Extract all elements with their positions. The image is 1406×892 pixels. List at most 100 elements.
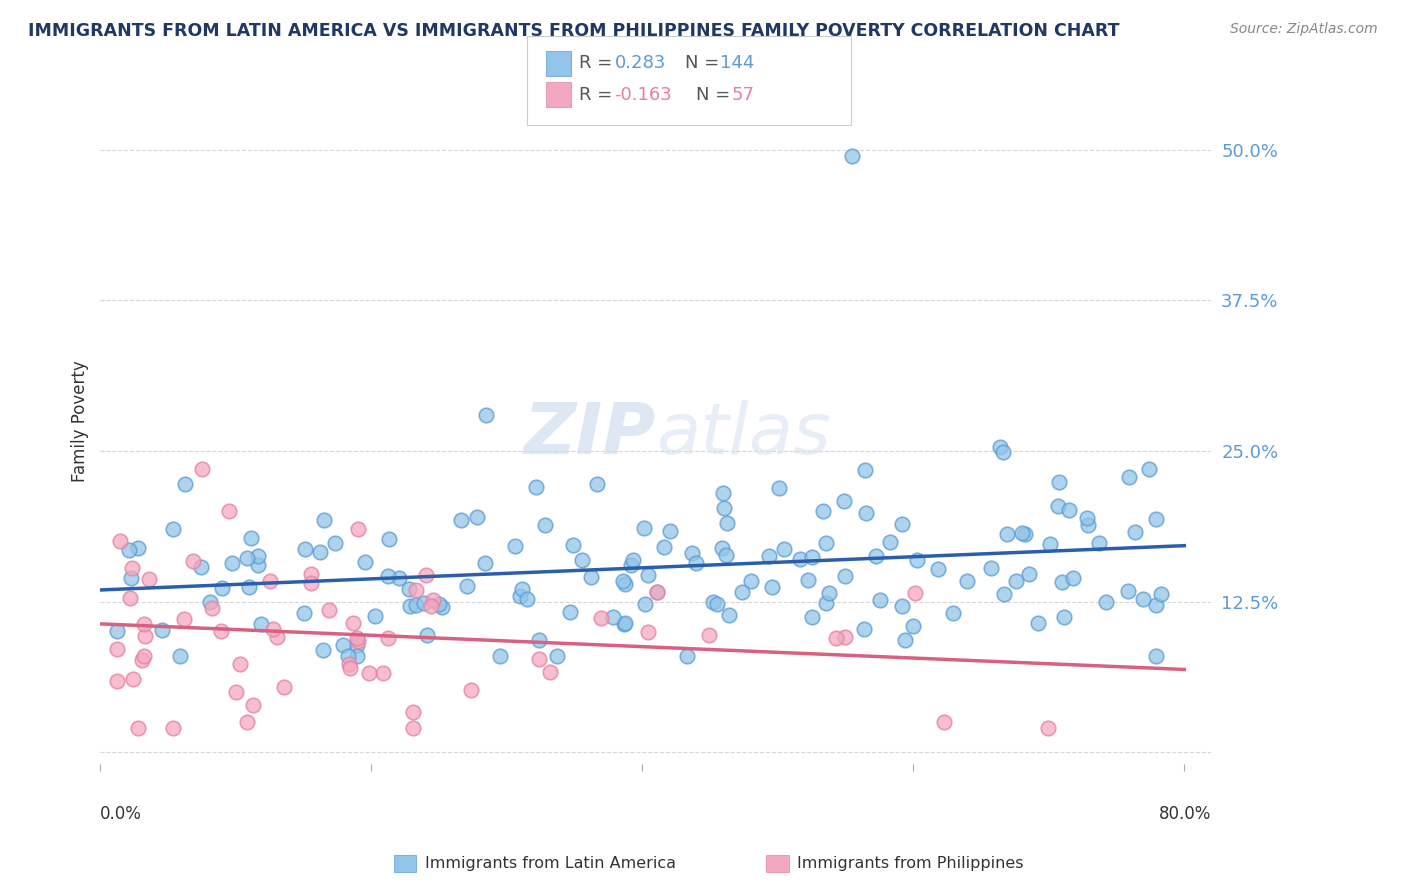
- Point: [980, 561, 1002, 575]
- Point: [1123, 525, 1146, 540]
- Point: [312, 513, 335, 527]
- Point: [1118, 470, 1140, 484]
- Point: [852, 622, 875, 636]
- Point: [405, 598, 427, 612]
- Point: [377, 532, 399, 546]
- Point: [229, 657, 252, 671]
- Point: [474, 556, 496, 570]
- Point: [768, 481, 790, 495]
- Point: [991, 445, 1014, 459]
- Point: [273, 680, 295, 694]
- Point: [456, 579, 478, 593]
- Point: [797, 574, 820, 588]
- Point: [1005, 574, 1028, 588]
- Point: [534, 518, 557, 533]
- Point: [339, 661, 361, 675]
- Point: [294, 607, 316, 621]
- Text: Immigrants from Latin America: Immigrants from Latin America: [425, 856, 676, 871]
- Point: [1047, 475, 1070, 489]
- Point: [242, 698, 264, 713]
- Point: [740, 574, 762, 588]
- Text: N =: N =: [696, 87, 735, 104]
- Point: [818, 586, 841, 600]
- Point: [602, 609, 624, 624]
- Point: [191, 462, 214, 476]
- Point: [450, 513, 472, 527]
- Point: [399, 599, 422, 613]
- Point: [714, 548, 737, 562]
- Point: [221, 556, 243, 570]
- Point: [613, 615, 636, 630]
- Point: [613, 617, 636, 632]
- Point: [716, 516, 738, 530]
- Point: [1026, 615, 1049, 630]
- Point: [225, 685, 247, 699]
- Point: [1014, 526, 1036, 541]
- Point: [432, 600, 454, 615]
- Point: [529, 632, 551, 647]
- Point: [118, 543, 141, 558]
- Point: [853, 463, 876, 477]
- Point: [236, 714, 259, 729]
- Point: [209, 624, 232, 639]
- Point: [118, 591, 141, 605]
- Point: [489, 648, 512, 663]
- Point: [814, 535, 837, 549]
- Point: [702, 594, 724, 608]
- Point: [337, 657, 360, 672]
- Point: [789, 551, 811, 566]
- Point: [634, 598, 657, 612]
- Point: [814, 596, 837, 610]
- Point: [246, 558, 269, 572]
- Point: [772, 541, 794, 556]
- Point: [138, 572, 160, 586]
- Point: [121, 672, 143, 686]
- Point: [346, 638, 368, 652]
- Point: [891, 516, 914, 531]
- Text: N =: N =: [685, 54, 724, 72]
- Point: [266, 631, 288, 645]
- Point: [427, 597, 450, 611]
- Point: [398, 582, 420, 597]
- Text: 144: 144: [720, 54, 754, 72]
- Point: [346, 648, 368, 663]
- Point: [527, 652, 550, 666]
- Point: [211, 581, 233, 595]
- Point: [685, 557, 707, 571]
- Point: [713, 501, 735, 516]
- Point: [956, 574, 979, 589]
- Point: [413, 596, 436, 610]
- Point: [346, 522, 368, 536]
- Point: [865, 549, 887, 564]
- Point: [801, 610, 824, 624]
- Point: [132, 648, 155, 663]
- Text: R =: R =: [579, 87, 619, 104]
- Point: [621, 553, 644, 567]
- Point: [312, 643, 335, 657]
- Point: [323, 535, 346, 549]
- Point: [855, 507, 877, 521]
- Point: [1132, 591, 1154, 606]
- Point: [1036, 721, 1059, 735]
- Text: 57: 57: [731, 87, 754, 104]
- Point: [1116, 584, 1139, 599]
- Point: [934, 714, 956, 729]
- Point: [150, 623, 173, 637]
- Point: [181, 553, 204, 567]
- Point: [371, 666, 394, 681]
- Point: [247, 549, 270, 563]
- Text: 80.0%: 80.0%: [1159, 805, 1212, 823]
- Point: [332, 638, 354, 652]
- Point: [697, 628, 720, 642]
- Point: [174, 476, 197, 491]
- Text: IMMIGRANTS FROM LATIN AMERICA VS IMMIGRANTS FROM PHILIPPINES FAMILY POVERTY CORR: IMMIGRANTS FROM LATIN AMERICA VS IMMIGRA…: [28, 22, 1119, 40]
- Point: [659, 524, 682, 538]
- Point: [1137, 462, 1160, 476]
- Point: [132, 616, 155, 631]
- Point: [832, 493, 855, 508]
- Point: [538, 665, 561, 679]
- Point: [1062, 571, 1084, 585]
- Point: [105, 624, 128, 638]
- Point: [1050, 574, 1073, 589]
- Point: [127, 721, 149, 735]
